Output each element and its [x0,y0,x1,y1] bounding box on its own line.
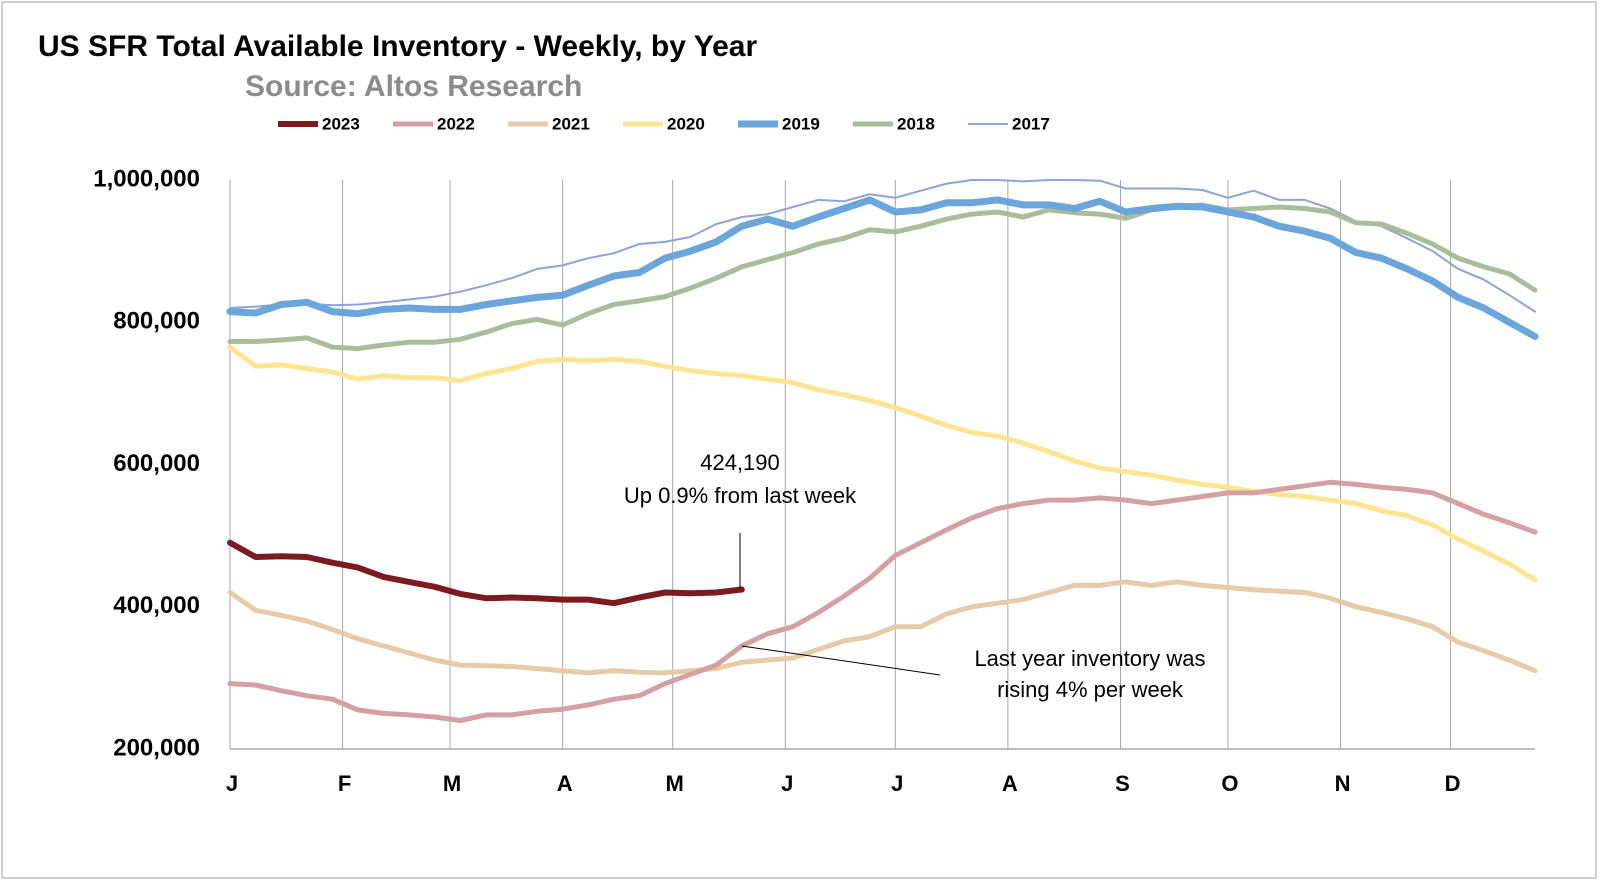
y-tick-label: 400,000 [113,592,200,619]
annotation: 424,190 [700,450,780,475]
legend-label: 2019 [782,114,820,133]
x-tick-label: O [1221,771,1238,796]
grid: J F M A M J J A S O N D 200,000 400,000 600,000 800,000… [93,165,1535,796]
plot-lines [226,179,1539,723]
series-line [227,579,1538,676]
series-line [226,196,1539,340]
x-tick-label: J [781,771,793,796]
x-tick-label: M [666,771,684,796]
series-line [227,539,745,607]
series-line [229,179,1536,313]
x-tick-label: M [443,771,461,796]
legend-label: 2020 [667,114,705,133]
legend-label: 2023 [322,114,360,133]
annotation: Last year inventory was [974,646,1205,671]
annotation-leader [741,645,941,676]
chart-subtitle: Source: Altos Research [245,70,582,103]
x-tick-label: F [338,771,351,796]
x-tick-label: J [891,771,903,796]
y-tick-label: 1,000,000 [93,165,200,192]
series-line [227,479,1538,723]
series-line [227,344,1538,583]
x-tick-label: N [1335,771,1351,796]
x-tick-label: A [1002,771,1018,796]
annotation: rising 4% per week [997,677,1184,702]
y-tick-label: 800,000 [113,308,200,335]
legend-label: 2022 [437,114,475,133]
y-tick-label: 200,000 [113,734,200,761]
legend-label: 2017 [1012,114,1050,133]
y-tick-label: 600,000 [113,450,200,477]
annotation: Up 0.9% from last week [624,483,857,508]
legend: 2023 2022 2021 2020 2019 2018 2017 [278,114,1050,133]
legend-label: 2021 [552,114,590,133]
x-tick-label: D [1445,771,1461,796]
legend-label: 2018 [897,114,935,133]
x-tick-label: A [557,771,573,796]
chart-title: US SFR Total Available Inventory - Weekl… [38,30,757,63]
x-tick-label: S [1115,771,1130,796]
series-line [227,202,1538,352]
x-tick-label: J [226,771,238,796]
